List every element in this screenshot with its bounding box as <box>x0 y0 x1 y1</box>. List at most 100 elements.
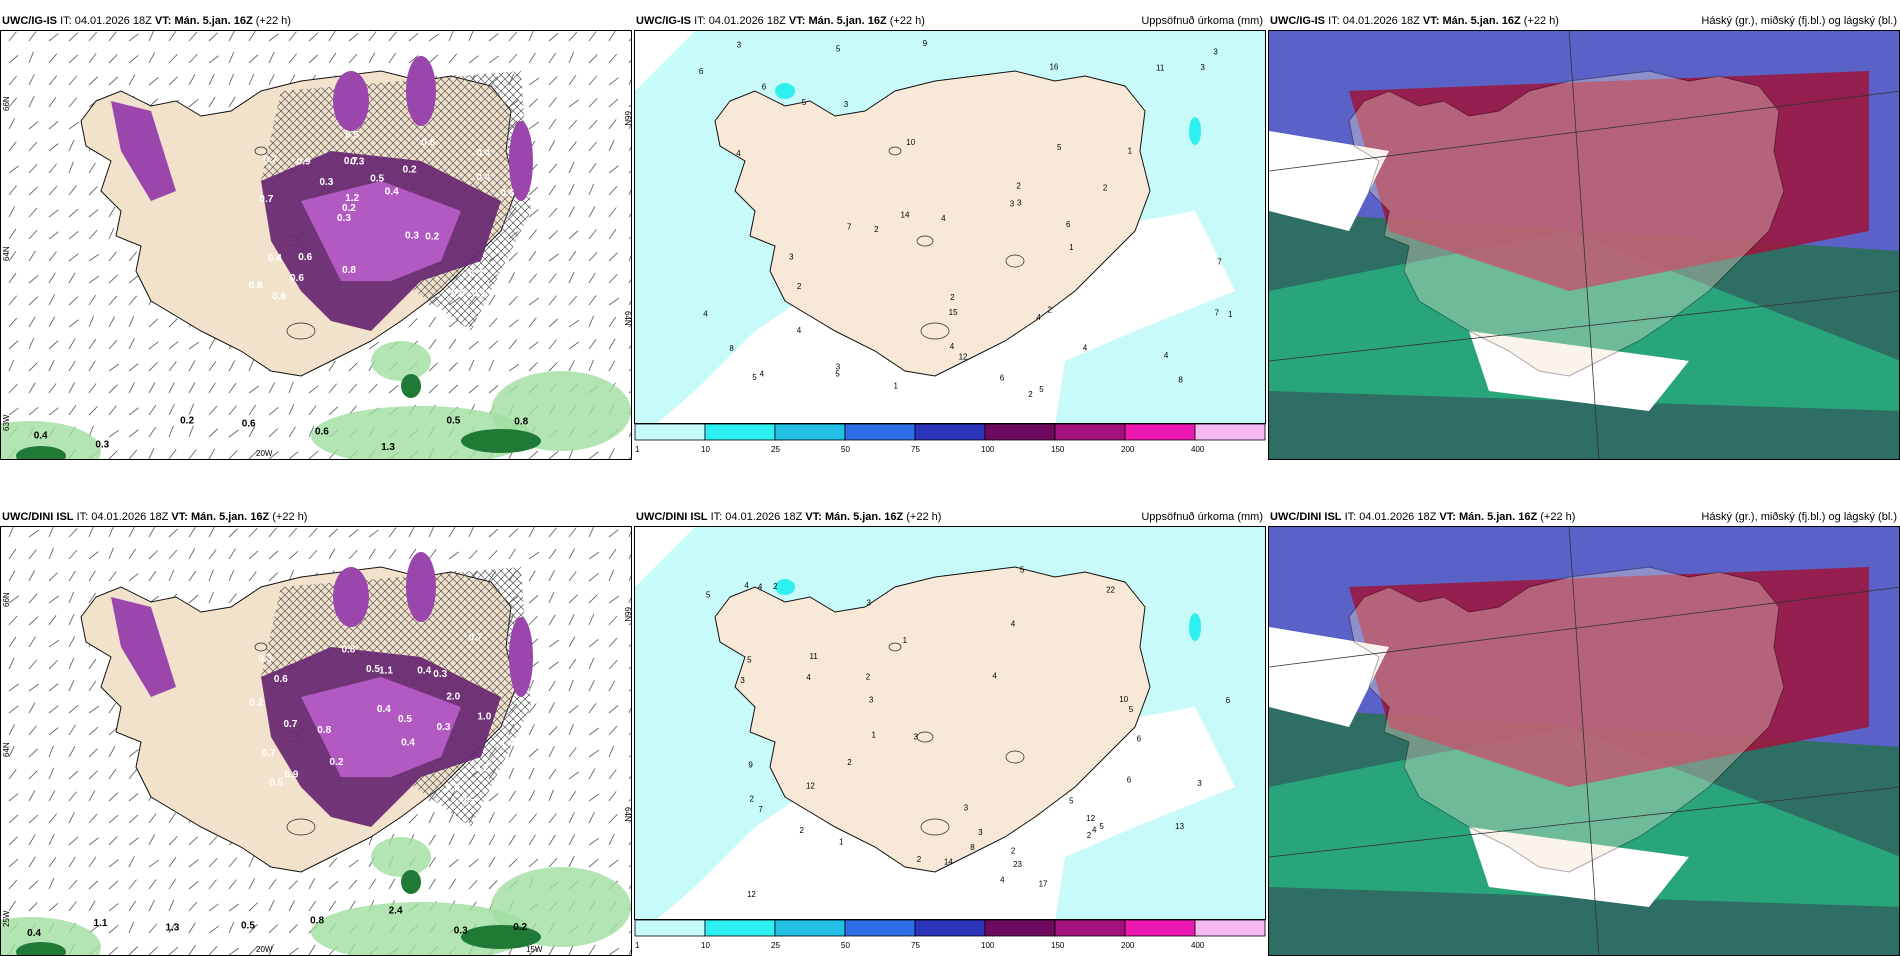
value-label: 0.6 <box>298 252 312 263</box>
latitude-label: 64N <box>2 246 11 261</box>
value-label: 2.0 <box>446 691 460 702</box>
accum-value: 7 <box>1217 257 1222 266</box>
accum-value: 2 <box>874 225 879 234</box>
map-frame: 0.5 0.7 0.4 0.3 0.2 0.6 0.9 0.8 0.3 0.5 0.4 0.6 0.2 0… <box>0 526 632 956</box>
accum-value: 4 <box>760 370 765 379</box>
latitude-label: 64N <box>623 807 632 822</box>
value-label: 0.7 <box>263 154 277 165</box>
accum-value: 2 <box>1087 831 1092 840</box>
accum-value: 1 <box>903 636 908 645</box>
accum-value: 9 <box>923 39 928 48</box>
colorbar-tick: 100 <box>981 941 995 950</box>
model-name: UWC/DINI ISL <box>636 511 708 523</box>
value-label: 2.4 <box>389 905 403 916</box>
value-label: 0.5 <box>269 777 283 788</box>
colorbar-swatch <box>984 920 1056 937</box>
init-label: IT: <box>60 15 72 27</box>
accum-value: 4 <box>941 214 946 223</box>
accum-value: 4 <box>1011 619 1016 628</box>
valid-label: VT: <box>171 511 188 523</box>
value-label: 0.6 <box>272 291 286 302</box>
latitude-label: 66N <box>623 111 632 126</box>
colorbar-swatch <box>844 920 916 937</box>
value-label: 0.5 <box>366 664 380 675</box>
accum-value: 4 <box>758 582 763 591</box>
colorbar-tick: 25 <box>771 941 780 950</box>
colorbar-swatch <box>1124 424 1196 441</box>
value-label: 0.8 <box>317 725 331 736</box>
accum-value: 3 <box>1213 47 1218 56</box>
accum-value: 2 <box>799 826 804 835</box>
accum-value: 3 <box>978 828 983 837</box>
accum-value: 5 <box>1099 822 1104 831</box>
accum-value: 6 <box>1127 776 1132 785</box>
precip-type-map: 0.50.70.40.30.20.60.70.50.40.30.80.60.30… <box>1 31 632 459</box>
colorbar-swatch <box>704 920 776 937</box>
value-label: 0.4 <box>401 737 415 748</box>
colorbar-swatch <box>1124 920 1196 937</box>
init-label: IT: <box>76 511 89 523</box>
model-name: UWC/IG-IS <box>1270 15 1325 27</box>
value-label: 0.9 <box>451 288 465 299</box>
colorbar: 1 10 25 50 75 100 150 200 400 <box>634 920 1266 950</box>
panel-title: UWC/IG-IS IT: 04.01.2026 18Z VT: Mán. 5.… <box>2 12 291 30</box>
accum-value: 2 <box>847 758 852 767</box>
value-label: 0.6 <box>242 419 256 430</box>
accum-value: 6 <box>1226 696 1231 705</box>
accum-value: 1 <box>871 730 876 739</box>
value-label: 0.5 <box>241 921 255 932</box>
colorbar-tick: 100 <box>981 445 995 454</box>
model-name: UWC/IG-IS <box>2 15 57 27</box>
accum-value: 4 <box>736 149 741 158</box>
value-label: 0.9 <box>285 770 299 781</box>
model-name: UWC/IG-IS <box>636 15 691 27</box>
accum-value: 7 <box>1215 309 1220 318</box>
init-time: 04.01.2026 18Z <box>74 15 152 27</box>
value-label: 0.3 <box>350 156 364 167</box>
panel-title: UWC/DINI ISL IT: 04.01.2026 18Z VT: Mán.… <box>2 508 307 526</box>
colorbar-tick: 50 <box>841 445 850 454</box>
longitude-label: 20W <box>256 449 273 458</box>
colorbar-swatch <box>634 424 706 441</box>
accum-value: 4 <box>1000 876 1005 885</box>
colorbar-tick: 400 <box>1191 445 1205 454</box>
value-label: 0.7 <box>262 748 276 759</box>
accum-value: 3 <box>740 676 745 685</box>
accum-value: 2 <box>750 794 755 803</box>
panel-title: UWC/IG-IS IT: 04.01.2026 18Z VT: Mán. 5.… <box>1270 12 1559 30</box>
value-label: 0.7 <box>469 269 483 280</box>
value-label: 0.7 <box>283 719 297 730</box>
value-label: 0.5 <box>345 130 359 141</box>
lead-time: (+22 h) <box>906 511 942 523</box>
accum-value: 3 <box>1197 779 1202 788</box>
panel-precip-type-1: UWC/IG-IS IT: 04.01.2026 18Z VT: Mán. 5.… <box>0 12 632 460</box>
panel-cloud-2: UWC/DINI ISL IT: 04.01.2026 18Z VT: Mán.… <box>1268 508 1900 956</box>
colorbar-swatch <box>914 920 986 937</box>
accum-value: 3 <box>789 253 794 262</box>
panel-precip-type-2: UWC/DINI ISL IT: 04.01.2026 18Z VT: Mán.… <box>0 508 632 956</box>
value-label: 0.2 <box>180 415 194 426</box>
value-label: 0.4 <box>476 172 490 183</box>
accum-value: 12 <box>806 782 815 791</box>
colorbar-swatch <box>1054 424 1126 441</box>
accum-value: 5 <box>1069 796 1074 805</box>
value-label: 0.6 <box>446 782 460 793</box>
colorbar-tick: 150 <box>1051 445 1065 454</box>
accum-value: 5 <box>706 591 711 600</box>
accum-value: 1 <box>1228 310 1233 319</box>
accum-value: 2 <box>917 855 922 864</box>
accum-value: 12 <box>1086 814 1095 823</box>
value-label: 0.5 <box>461 796 475 807</box>
colorbar-tick: 200 <box>1121 941 1135 950</box>
accum-value: 3 <box>867 599 872 608</box>
init-time: 04.01.2026 18Z <box>1359 511 1437 523</box>
value-label: 0.2 <box>342 203 356 214</box>
accum-value: 2 <box>1028 390 1033 399</box>
latitude-label: 64N <box>623 311 632 326</box>
value-label: 0.6 <box>315 427 329 438</box>
value-label: 0.4 <box>385 186 399 197</box>
colorbar-tick: 25 <box>771 445 780 454</box>
accum-value: 4 <box>797 326 802 335</box>
map-frame <box>1268 30 1900 460</box>
value-label: 0.6 <box>500 188 514 199</box>
